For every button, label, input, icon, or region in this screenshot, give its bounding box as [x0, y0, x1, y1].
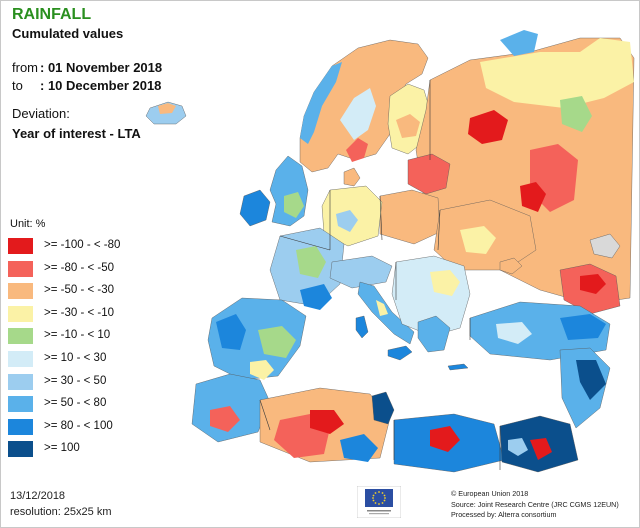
date-to-row: to : 10 December 2018: [12, 78, 161, 93]
land-baltics: [407, 153, 451, 195]
land-iberia-mixed: [258, 326, 296, 358]
land-ukraine-mixed: [460, 226, 496, 254]
land-libya-red: [430, 426, 460, 452]
land-italy-dry: [376, 300, 388, 316]
map-subtitle: Cumulated values: [12, 26, 124, 41]
land-tunisia: [371, 391, 395, 425]
land-poland: [379, 189, 441, 245]
land-levant-dark: [576, 360, 606, 400]
land-turkey-wet: [560, 314, 606, 340]
land-algeria-wet: [340, 434, 378, 462]
legend-label: >= -30 - < -10: [44, 306, 114, 319]
footer-resolution: resolution: 25x25 km: [10, 506, 112, 518]
legend-swatch: [8, 418, 33, 435]
footer-date: 13/12/2018: [10, 490, 66, 502]
credit-source: Source: Joint Research Centre (JRC CGMS …: [451, 499, 619, 509]
legend-swatch: [8, 441, 33, 458]
credit-copyright: © European Union 2018: [451, 489, 529, 498]
land-ireland: [239, 189, 271, 227]
land-alps: [329, 255, 393, 289]
land-russia-north-mixed: [480, 38, 634, 108]
land-sweden-mixed: [340, 88, 376, 140]
land-france-mixed: [296, 246, 326, 278]
land-sweden-dry: [346, 138, 368, 162]
legend-swatch: [8, 396, 33, 413]
land-denmark: [343, 167, 361, 187]
land-no-data: [589, 233, 621, 259]
legend-label: >= 80 - < 100: [44, 419, 113, 432]
rainfall-deviation-map: [145, 30, 635, 473]
map-title: RAINFALL: [12, 6, 92, 23]
land-france-south-wet: [300, 284, 332, 310]
to-label: to: [12, 78, 23, 93]
legend-label: >= -100 - < -80: [44, 239, 121, 251]
legend-swatch: [8, 283, 33, 300]
land-iberia-dry: [250, 360, 274, 380]
legend-label: >= -80 - < -50: [44, 261, 114, 274]
legend-swatch: [8, 350, 33, 367]
land-morocco-dry: [210, 406, 240, 432]
country-borders: [259, 80, 501, 470]
credit-processed: Processed by: Alterra consortium: [451, 510, 557, 519]
land-russia-central-red: [468, 110, 508, 144]
legend-label: >= 100: [44, 442, 80, 455]
legend-swatch: [8, 238, 33, 254]
legend-label: >= 50 - < 80: [44, 397, 107, 410]
legend-label: >= -50 - < -30: [44, 284, 114, 297]
land-egypt-red: [530, 438, 552, 460]
land-russia-red3: [520, 182, 546, 212]
land-egypt-mixed: [508, 438, 528, 456]
date-from-row: from: 01 November 2018: [12, 60, 162, 75]
land-algeria-red2: [310, 410, 344, 434]
deviation-label: Deviation:: [12, 106, 70, 121]
deviation-value: Year of interest - LTA: [12, 126, 141, 141]
from-label: from: [12, 60, 38, 75]
land-crimea: [499, 257, 523, 275]
land-gb-mixed: [284, 192, 304, 218]
land-sardinia: [355, 315, 369, 339]
eu-flag-logo: [357, 486, 401, 518]
land-great-britain: [269, 155, 309, 227]
land-finland-dry: [396, 114, 420, 138]
legend-label: >= 10 - < 30: [44, 351, 107, 364]
land-caucasus-red: [580, 274, 606, 294]
legend-swatch: [8, 373, 33, 390]
land-germany-wet: [336, 210, 358, 232]
land-russia-north-wet: [500, 30, 538, 56]
land-russia-green: [560, 96, 592, 132]
land-iberia-wet: [216, 314, 246, 350]
land-crete: [447, 363, 469, 371]
land-greece: [417, 315, 451, 353]
legend-swatch: [8, 328, 33, 345]
legend-label: >= -10 - < 10: [44, 329, 111, 342]
land-balkans-dry: [430, 270, 460, 296]
land-norway-wet: [300, 62, 342, 144]
land-turkey-mixed: [496, 322, 532, 344]
from-date: : 01 November 2018: [40, 60, 163, 75]
credits: © European Union 2018 Source: Joint Rese…: [451, 489, 619, 521]
legend-swatch: [8, 305, 33, 322]
legend-label: >= 30 - < 50: [44, 374, 107, 387]
land-iceland-dry: [158, 103, 176, 114]
legend-swatch: [8, 260, 33, 277]
to-date: : 10 December 2018: [40, 78, 162, 93]
legend-unit: Unit: %: [10, 218, 46, 230]
land-sicily: [387, 345, 413, 361]
